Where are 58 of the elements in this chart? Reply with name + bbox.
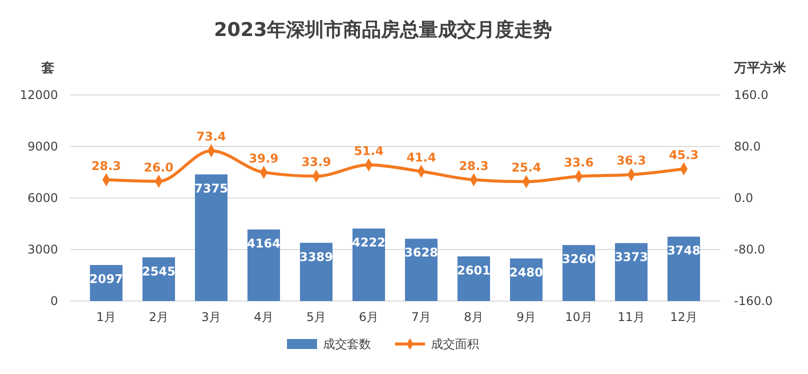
x-tick-label: 4月 [254,310,274,324]
data-label: 2545 [142,264,176,278]
x-tick-label: 3月 [201,310,222,324]
data-label: 2601 [457,263,490,278]
data-label: 3373 [614,250,648,264]
data-label: 26.0 [144,160,174,174]
y-tick-label: 9000 [27,140,58,154]
data-label: 33.9 [301,155,332,170]
data-label: 39.9 [248,151,279,166]
y2-tick-label: -80.0 [734,242,766,256]
y2-tick-label: -160.0 [734,294,773,308]
x-tick-label: 7月 [411,310,432,324]
x-tick-label: 1月 [96,310,116,324]
data-label: 41.4 [406,150,436,164]
chart-title: 2023年深圳市商品房总量成交月度走势 [214,19,552,41]
y2-tick-label: 160.0 [734,88,768,102]
y-tick-label: 0 [50,294,58,308]
data-label: 25.4 [511,160,542,175]
data-label: 3389 [300,250,333,264]
y-tick-label: 12000 [20,88,58,102]
data-label: 28.3 [458,158,489,173]
y-tick-label: 6000 [27,191,58,205]
x-tick-label: 2月 [148,310,169,324]
x-tick-label: 9月 [516,310,536,324]
bar [614,243,648,301]
data-label: 2097 [90,272,123,286]
data-label: 45.3 [668,148,699,162]
x-tick-label: 5月 [306,310,326,324]
data-label: 36.3 [616,154,646,168]
data-label: 4164 [247,236,280,251]
legend-label: 成交套数 [323,337,371,351]
data-label: 73.4 [196,130,226,144]
data-label: 3748 [667,244,700,258]
data-label: 3628 [404,246,438,260]
data-label: 2480 [510,265,543,280]
data-label: 51.4 [354,144,384,158]
bar [194,174,228,301]
x-tick-label: 6月 [358,310,379,324]
bar [247,230,280,301]
bar [562,245,596,301]
x-tick-label: 10月 [565,310,592,324]
y-tick-label: 3000 [27,242,58,256]
y2-tick-label: 0.0 [734,191,754,205]
x-tick-label: 12月 [670,310,698,324]
x-tick-label: 8月 [464,310,484,324]
data-label: 4222 [352,236,386,250]
data-label: 3260 [562,252,596,266]
y2-axis-title: 万平方米 [733,60,787,76]
bar [404,238,438,301]
data-label: 33.6 [564,155,594,170]
x-tick-label: 11月 [618,310,645,324]
data-label: 7375 [194,181,228,196]
y-axis-title: 套 [40,61,54,76]
data-label: 28.3 [91,158,122,173]
legend-label: 成交面积 [431,337,479,351]
y2-tick-label: 80.0 [734,140,761,154]
bar [667,236,700,301]
bar [352,228,386,301]
